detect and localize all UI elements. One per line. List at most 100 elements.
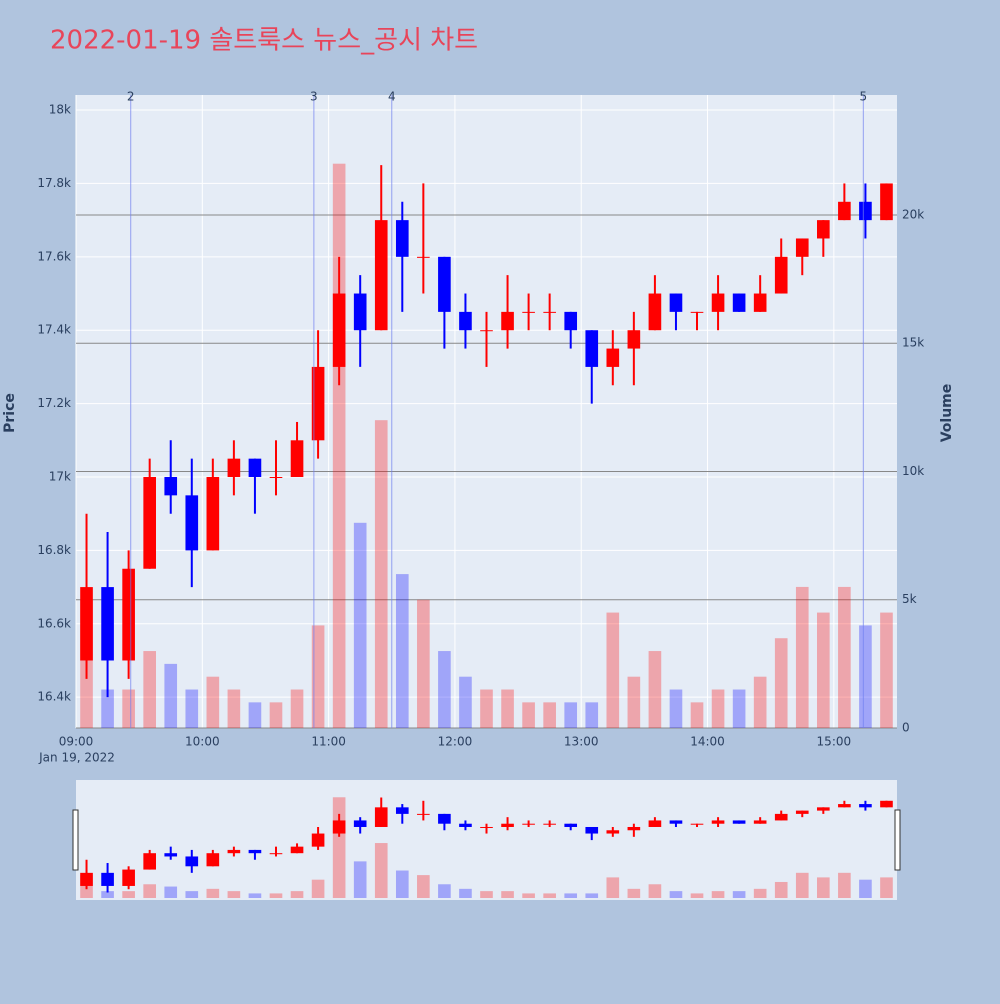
mini-volume-bar: [753, 888, 767, 898]
slider-handle[interactable]: [72, 809, 79, 871]
volume-bar: [332, 163, 346, 728]
mini-volume-bar: [838, 872, 851, 898]
y-tick-label: 17.4k: [37, 323, 71, 337]
mini-candle-body: [374, 807, 388, 827]
x-tick-label: 14:00: [690, 735, 725, 749]
mini-candle-body: [164, 853, 178, 857]
mini-candle-body: [543, 823, 556, 825]
y2-tick-label: 20k: [902, 207, 924, 221]
mini-candle-body: [774, 813, 788, 821]
mini-candle-body: [395, 807, 409, 814]
plot-area: [76, 95, 897, 728]
slider-handle[interactable]: [894, 809, 901, 871]
mini-volume-bar: [164, 886, 178, 898]
mini-candle-body: [669, 820, 683, 824]
mini-volume-bar: [627, 888, 641, 898]
y-tick-label: 16.6k: [37, 616, 71, 630]
mini-volume-bar: [438, 884, 451, 898]
x-tick-label: 15:00: [817, 735, 852, 749]
mini-candle-body: [859, 804, 872, 808]
chart-title: 2022-01-19 솔트룩스 뉴스_공시 차트: [50, 26, 478, 56]
mini-candle-body: [795, 810, 809, 814]
x-tick-label: 11:00: [311, 735, 346, 749]
y-tick-label: 17k: [49, 470, 71, 484]
mini-candle-body: [459, 823, 472, 827]
x-tick-label: 12:00: [438, 735, 473, 749]
y-tick-label: 17.6k: [37, 249, 71, 263]
candle-body: [669, 293, 683, 312]
volume-bar: [248, 702, 262, 728]
mini-volume-bar: [353, 861, 367, 898]
mini-volume-bar: [795, 872, 809, 898]
mini-volume-bar: [248, 893, 262, 898]
volume-bar: [353, 522, 367, 728]
mini-volume-bar: [185, 891, 199, 898]
candle-body: [522, 311, 535, 313]
volume-bar: [164, 663, 178, 728]
candle-body: [311, 366, 325, 441]
volume-bar: [522, 702, 535, 728]
y2-tick-label: 10k: [902, 464, 924, 478]
range-slider[interactable]: [76, 780, 897, 900]
mini-candle-body: [585, 826, 599, 834]
y-tick-label: 17.8k: [37, 176, 71, 190]
event-label: 2: [127, 90, 135, 104]
mini-candle-body: [648, 820, 662, 827]
y2-tick-label: 15k: [902, 336, 924, 350]
x-date-label: Jan 19, 2022: [38, 751, 115, 765]
volume-bar: [753, 676, 767, 728]
volume-bar: [585, 702, 599, 728]
mini-candle-body: [227, 849, 241, 854]
candle-body: [774, 256, 788, 294]
volume-bar: [122, 689, 135, 728]
volume-bar: [143, 651, 156, 728]
mini-candle-body: [732, 820, 746, 824]
mini-candle-body: [185, 856, 199, 867]
volume-bar: [101, 689, 114, 728]
mini-volume-bar: [817, 877, 830, 898]
candle-body: [353, 293, 367, 331]
volume-bar: [838, 586, 851, 728]
volume-bar: [669, 689, 683, 728]
candle-body: [122, 568, 135, 661]
mini-candle-body: [501, 823, 514, 827]
candle-body: [501, 311, 514, 331]
x-tick-label: 10:00: [185, 735, 220, 749]
mini-volume-bar: [206, 888, 220, 898]
candle-body: [817, 220, 830, 239]
mini-volume-bar: [606, 877, 620, 898]
candle-body: [185, 495, 199, 551]
event-label: 5: [859, 90, 867, 104]
volume-bar: [501, 689, 514, 728]
candle-body: [480, 330, 493, 332]
mini-volume-bar: [543, 893, 556, 898]
mini-volume-bar: [143, 884, 156, 898]
volume-bar: [374, 420, 388, 728]
mini-candle-body: [80, 872, 93, 886]
mini-volume-bar: [564, 893, 578, 898]
candle-body: [395, 220, 409, 257]
candle-body: [417, 256, 430, 258]
mini-volume-bar: [774, 881, 788, 898]
mini-volume-bar: [374, 843, 388, 898]
candle-body: [627, 330, 641, 349]
candle-body: [543, 311, 556, 313]
candle-body: [80, 587, 93, 661]
candle-body: [838, 201, 851, 221]
mini-candle-body: [753, 820, 767, 824]
volume-bar: [711, 689, 725, 728]
volume-bar: [185, 689, 199, 728]
mini-volume-bar: [880, 877, 893, 898]
volume-bar: [817, 612, 830, 728]
mini-volume-bar: [501, 891, 514, 898]
y-tick-label: 16.4k: [37, 690, 71, 704]
mini-candle-body: [353, 820, 367, 827]
volume-bar: [543, 702, 556, 728]
volume-bar: [417, 599, 430, 728]
candle-body: [690, 311, 704, 313]
candle-body: [374, 220, 388, 331]
mini-candle-body: [880, 800, 893, 808]
mini-candle-body: [690, 823, 704, 825]
candle-body: [753, 293, 767, 312]
